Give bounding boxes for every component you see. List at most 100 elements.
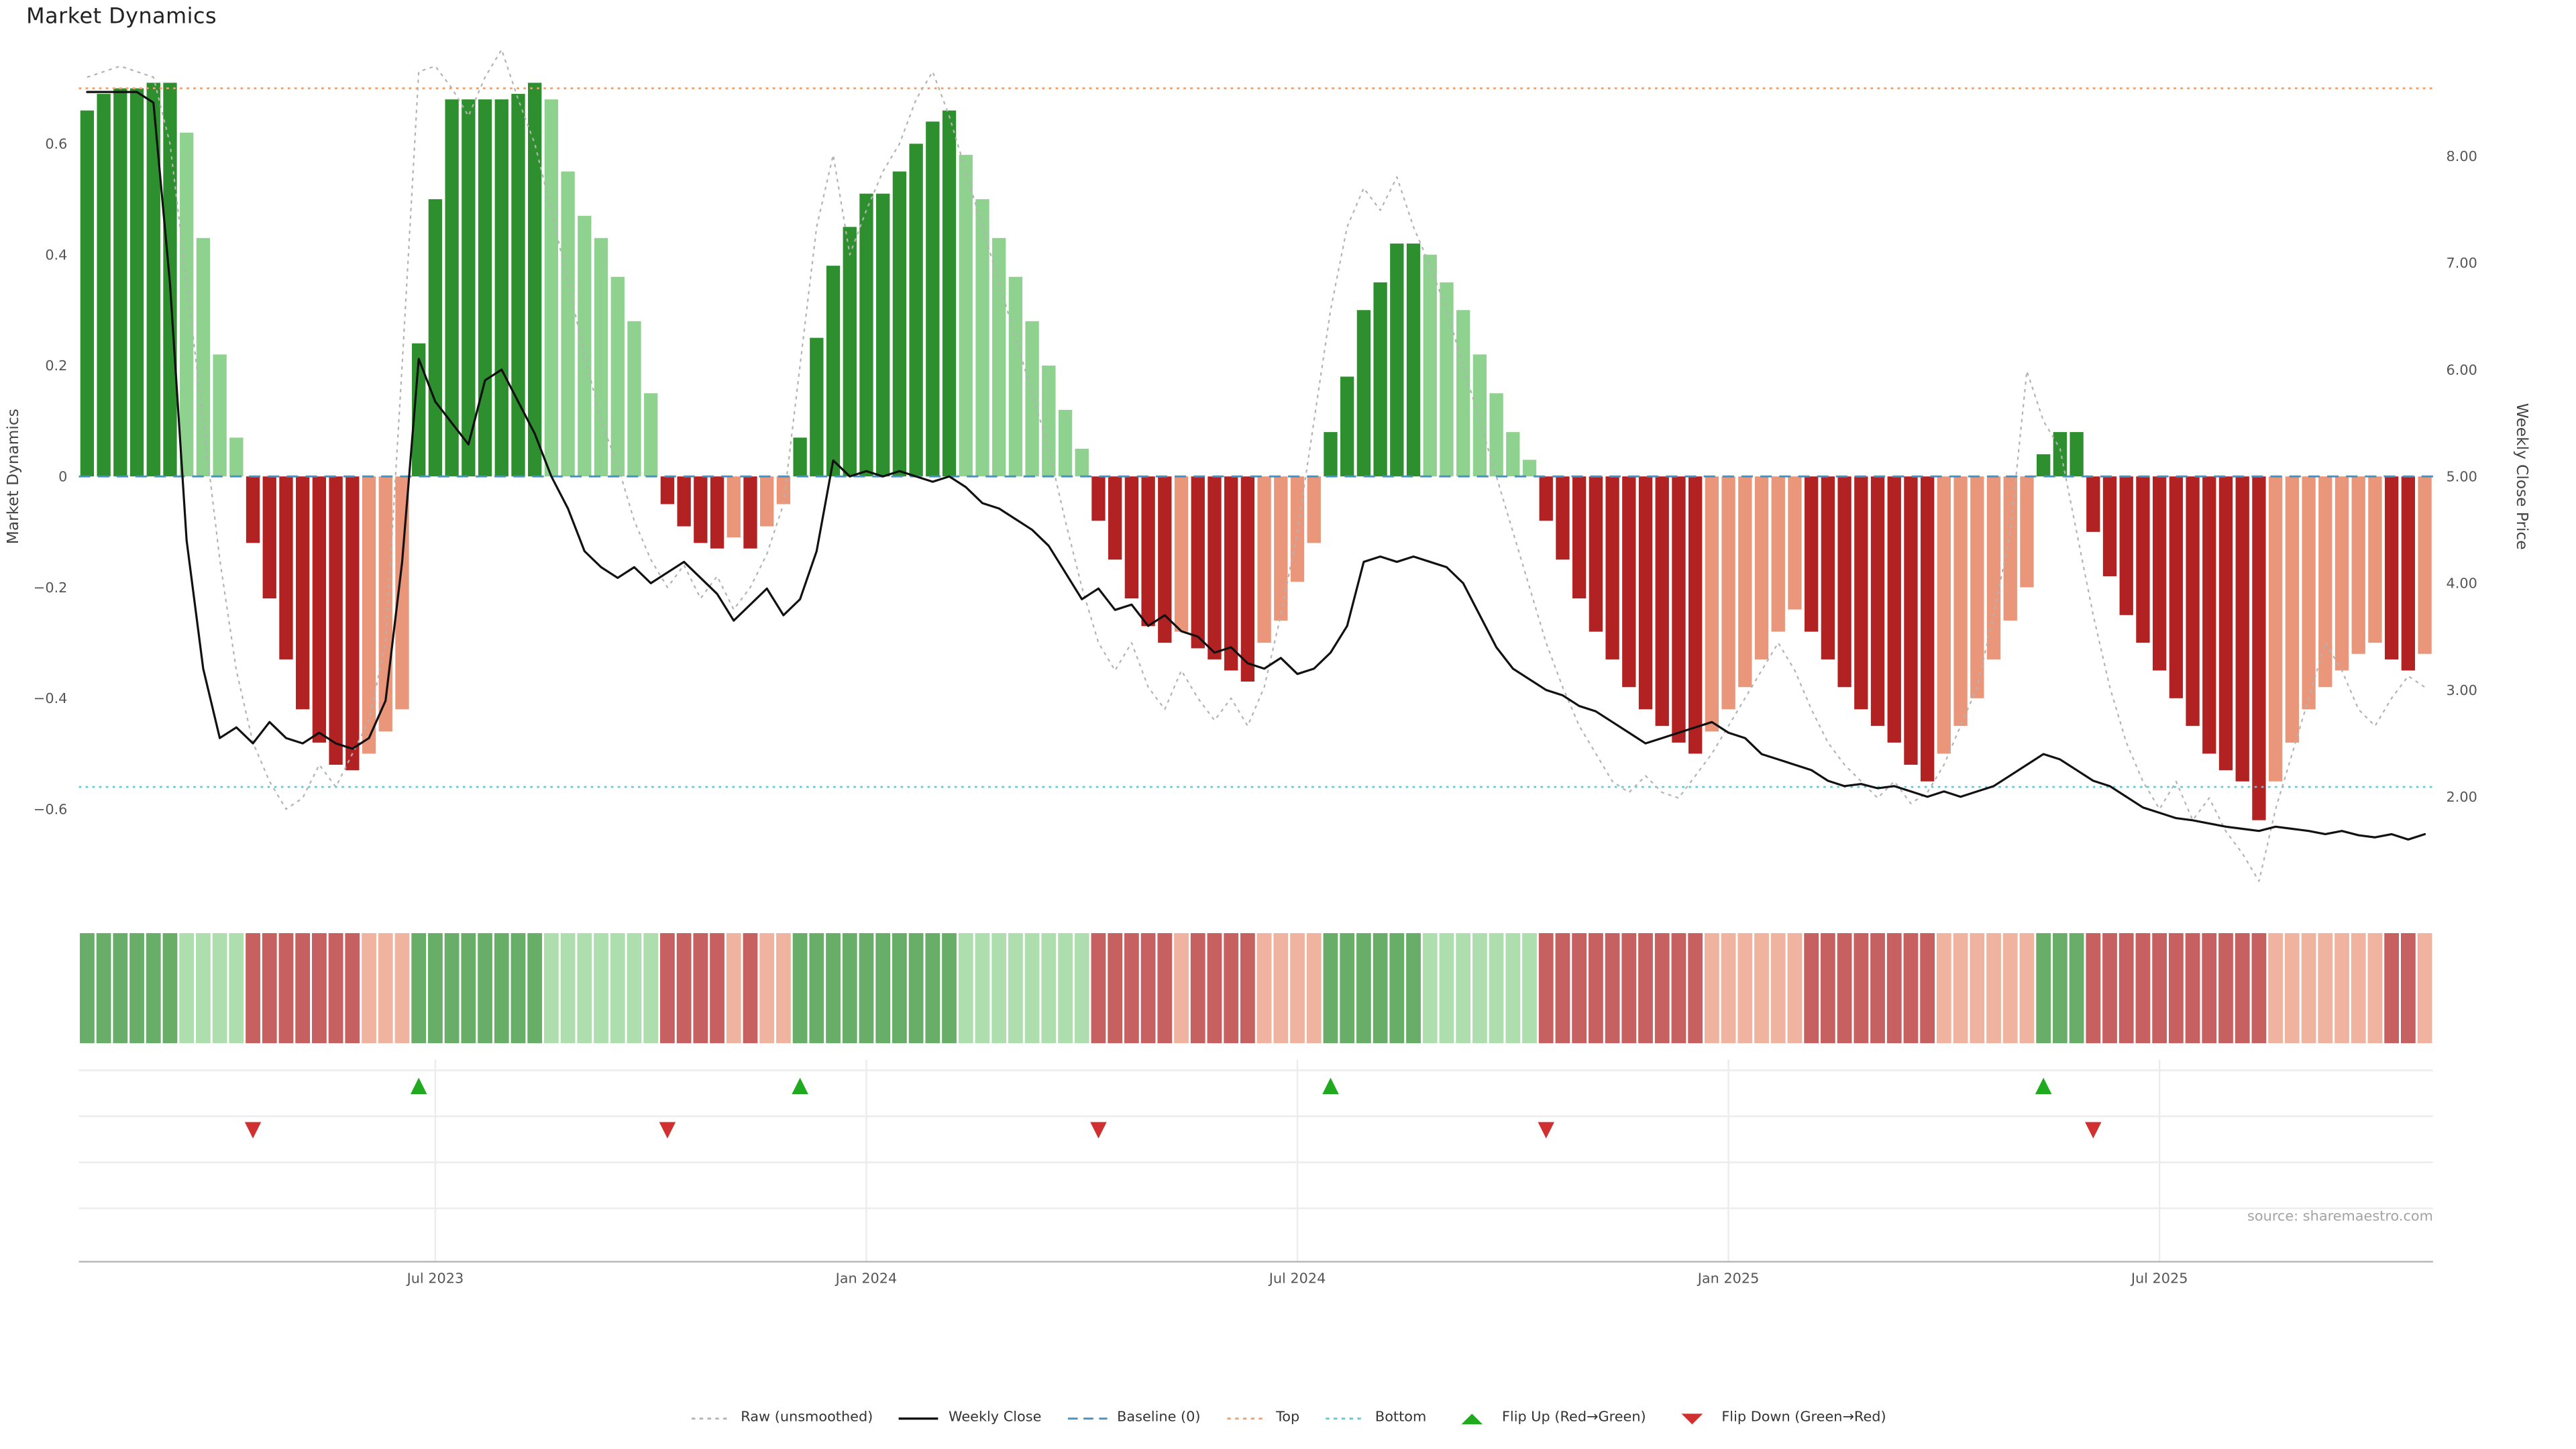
- dynamics-bar[interactable]: [1887, 476, 1901, 743]
- dynamics-bar[interactable]: [975, 199, 989, 477]
- dynamics-bar[interactable]: [462, 99, 476, 477]
- heatmap-cell[interactable]: [2400, 933, 2416, 1044]
- heatmap-cell[interactable]: [1920, 933, 1935, 1044]
- dynamics-bar[interactable]: [1158, 476, 1172, 643]
- legend-item[interactable]: Top: [1225, 1409, 1299, 1426]
- heatmap-cell[interactable]: [925, 933, 941, 1044]
- heatmap-cell[interactable]: [1058, 933, 1073, 1044]
- dynamics-bar[interactable]: [1191, 476, 1205, 649]
- legend-item[interactable]: Bottom: [1324, 1409, 1426, 1426]
- dynamics-bar[interactable]: [1108, 476, 1122, 560]
- dynamics-bar[interactable]: [2036, 454, 2051, 477]
- heatmap-cell[interactable]: [2334, 933, 2349, 1044]
- heatmap-cell[interactable]: [113, 933, 128, 1044]
- dynamics-bar[interactable]: [180, 132, 194, 477]
- dynamics-bar[interactable]: [1937, 476, 1951, 754]
- heatmap-cell[interactable]: [428, 933, 443, 1044]
- dynamics-bar[interactable]: [959, 154, 973, 477]
- heatmap-cell[interactable]: [212, 933, 227, 1044]
- heatmap-cell[interactable]: [411, 933, 427, 1044]
- heatmap-cell[interactable]: [1737, 933, 1753, 1044]
- heatmap-cell[interactable]: [262, 933, 277, 1044]
- heatmap-cell[interactable]: [345, 933, 360, 1044]
- heatmap-cell[interactable]: [312, 933, 327, 1044]
- dynamics-bar[interactable]: [1506, 432, 1520, 477]
- dynamics-bar[interactable]: [876, 193, 890, 477]
- dynamics-bar[interactable]: [1986, 476, 2001, 659]
- heatmap-cell[interactable]: [1804, 933, 1819, 1044]
- heatmap-cell[interactable]: [461, 933, 476, 1044]
- heatmap-cell[interactable]: [1721, 933, 1736, 1044]
- heatmap-cell[interactable]: [1439, 933, 1454, 1044]
- legend-item[interactable]: Flip Down (Green→Red): [1670, 1409, 1886, 1426]
- heatmap-cell[interactable]: [162, 933, 178, 1044]
- heatmap-cell[interactable]: [1008, 933, 1023, 1044]
- dynamics-bar[interactable]: [594, 237, 608, 477]
- dynamics-bar[interactable]: [1539, 476, 1553, 521]
- heatmap-cell[interactable]: [693, 933, 708, 1044]
- dynamics-bar[interactable]: [528, 83, 542, 477]
- heatmap-cell[interactable]: [444, 933, 460, 1044]
- dynamics-bars-group[interactable]: [80, 83, 2432, 820]
- heatmap-cell[interactable]: [1256, 933, 1272, 1044]
- dynamics-bar[interactable]: [1008, 276, 1023, 477]
- heatmap-cell[interactable]: [2251, 933, 2267, 1044]
- dynamics-bar[interactable]: [1373, 282, 1387, 477]
- dynamics-bar[interactable]: [1688, 476, 1703, 754]
- heatmap-cell[interactable]: [1356, 933, 1371, 1044]
- dynamics-bar[interactable]: [2053, 432, 2068, 477]
- dynamics-bar[interactable]: [1224, 476, 1238, 671]
- dynamics-bar[interactable]: [2351, 476, 2365, 654]
- dynamics-bar[interactable]: [2252, 476, 2266, 820]
- dynamics-bar[interactable]: [2102, 476, 2117, 576]
- heatmap-cell[interactable]: [1903, 933, 1919, 1044]
- heatmap-cell[interactable]: [1555, 933, 1570, 1044]
- heatmap-cell[interactable]: [2069, 933, 2084, 1044]
- dynamics-bar[interactable]: [776, 476, 791, 504]
- dynamics-bar[interactable]: [1589, 476, 1603, 632]
- dynamics-bar[interactable]: [1920, 476, 1935, 782]
- dynamics-bar[interactable]: [329, 476, 343, 765]
- dynamics-bar[interactable]: [1904, 476, 1918, 765]
- heatmap-cell[interactable]: [2284, 933, 2300, 1044]
- heatmap-cell[interactable]: [1688, 933, 1703, 1044]
- heatmap-cell[interactable]: [146, 933, 161, 1044]
- heatmap-cell[interactable]: [1190, 933, 1205, 1044]
- heatmap-cell[interactable]: [295, 933, 311, 1044]
- heatmap-cell[interactable]: [328, 933, 343, 1044]
- heatmap-cell[interactable]: [478, 933, 492, 1044]
- heatmap-cell[interactable]: [643, 933, 659, 1044]
- dynamics-bar[interactable]: [1390, 244, 1404, 477]
- dynamics-bar[interactable]: [1870, 476, 1885, 727]
- heatmap-cell[interactable]: [1489, 933, 1504, 1044]
- dynamics-bar[interactable]: [1672, 476, 1686, 743]
- heatmap-cell[interactable]: [627, 933, 642, 1044]
- heatmap-cell[interactable]: [975, 933, 990, 1044]
- dynamics-bar[interactable]: [1472, 354, 1487, 477]
- dynamics-bar[interactable]: [1821, 476, 1835, 659]
- heatmap-cell[interactable]: [1108, 933, 1123, 1044]
- dynamics-bar[interactable]: [561, 171, 575, 477]
- heatmap-cell[interactable]: [1207, 933, 1222, 1044]
- heatmap-cell[interactable]: [1638, 933, 1653, 1044]
- dynamics-bar[interactable]: [1423, 254, 1437, 477]
- dynamics-bar[interactable]: [2318, 476, 2332, 688]
- dynamics-bar[interactable]: [2268, 476, 2283, 782]
- dynamics-bar[interactable]: [97, 93, 111, 477]
- dynamics-bar[interactable]: [942, 110, 957, 477]
- heatmap-cell[interactable]: [1091, 933, 1106, 1044]
- dynamics-bar[interactable]: [2070, 432, 2084, 477]
- heatmap-cell[interactable]: [826, 933, 841, 1044]
- heatmap-cell[interactable]: [1290, 933, 1305, 1044]
- dynamics-bar[interactable]: [345, 476, 360, 771]
- legend-item[interactable]: Raw (unsmoothed): [690, 1409, 873, 1426]
- heatmap-cell[interactable]: [278, 933, 294, 1044]
- heatmap-cell[interactable]: [726, 933, 741, 1044]
- dynamics-bar[interactable]: [1572, 476, 1587, 599]
- dynamics-bar[interactable]: [2119, 476, 2133, 615]
- heatmap-cell[interactable]: [2301, 933, 2316, 1044]
- dynamics-bar[interactable]: [1804, 476, 1819, 632]
- heatmap-cell[interactable]: [80, 933, 95, 1044]
- heatmap-cell[interactable]: [743, 933, 758, 1044]
- dynamics-bar[interactable]: [1522, 460, 1537, 477]
